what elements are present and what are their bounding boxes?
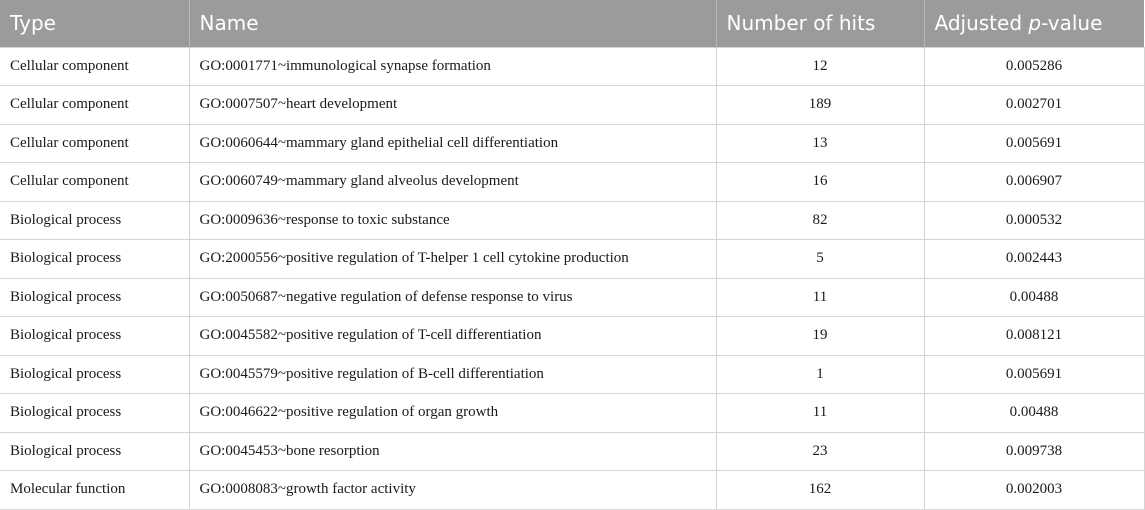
cell-type: Biological process [0,277,190,317]
cell-hits: 82 [715,200,925,240]
table-row: Biological process GO:0009636~response t… [0,200,1145,240]
cell-type: Biological process [0,239,190,279]
cell-pval: 0.00488 [923,277,1145,317]
cell-type: Biological process [0,316,190,356]
cell-pval: 0.002443 [923,239,1145,279]
cell-name: GO:0045579~positive regulation of B-cell… [188,354,717,394]
table-row: Biological process GO:0045579~positive r… [0,354,1145,394]
cell-name: GO:2000556~positive regulation of T-help… [188,239,717,279]
cell-hits: 5 [715,239,925,279]
cell-type: Molecular function [0,470,190,510]
cell-name: GO:0050687~negative regulation of defens… [188,277,717,317]
cell-hits: 19 [715,316,925,356]
table-row: Biological process GO:2000556~positive r… [0,239,1145,279]
header-pval-italic: p [1028,11,1042,36]
cell-hits: 23 [715,431,925,471]
cell-type: Cellular component [0,85,190,125]
cell-name: GO:0045582~positive regulation of T-cell… [188,316,717,356]
cell-hits: 1 [715,354,925,394]
cell-type: Biological process [0,200,190,240]
cell-type: Biological process [0,354,190,394]
table-row: Biological process GO:0050687~negative r… [0,277,1145,317]
cell-type: Biological process [0,431,190,471]
cell-pval: 0.000532 [923,200,1145,240]
cell-pval: 0.002003 [923,470,1145,510]
cell-pval: 0.00488 [923,393,1145,433]
table-row: Biological process GO:0045582~positive r… [0,316,1145,356]
table-row: Molecular function GO:0008083~growth fac… [0,470,1145,510]
header-name: Name [189,0,717,47]
cell-name: GO:0008083~growth factor activity [188,470,717,510]
header-hits: Number of hits [716,0,925,47]
cell-name: GO:0045453~bone resorption [188,431,717,471]
table-row: Cellular component GO:0007507~heart deve… [0,85,1145,125]
header-type: Type [0,0,190,47]
table-row: Biological process GO:0045453~bone resor… [0,431,1145,471]
table-header: Type Name Number of hits Adjusted p-valu… [0,0,1144,47]
table-row: Cellular component GO:0001771~immunologi… [0,46,1145,86]
cell-pval: 0.008121 [923,316,1145,356]
cell-type: Cellular component [0,162,190,202]
header-adjusted-p-value: Adjusted p-value [924,0,1144,47]
cell-hits: 13 [715,123,925,163]
cell-name: GO:0007507~heart development [188,85,717,125]
cell-hits: 11 [715,277,925,317]
cell-pval: 0.005691 [923,123,1145,163]
cell-pval: 0.005286 [923,46,1145,86]
header-pval-suffix: -value [1041,11,1103,36]
cell-pval: 0.006907 [923,162,1145,202]
cell-type: Biological process [0,393,190,433]
cell-hits: 16 [715,162,925,202]
cell-name: GO:0060749~mammary gland alveolus develo… [188,162,717,202]
cell-pval: 0.009738 [923,431,1145,471]
cell-name: GO:0001771~immunological synapse formati… [188,46,717,86]
cell-type: Cellular component [0,123,190,163]
cell-type: Cellular component [0,46,190,86]
cell-hits: 12 [715,46,925,86]
cell-hits: 11 [715,393,925,433]
cell-pval: 0.002701 [923,85,1145,125]
table-row: Cellular component GO:0060749~mammary gl… [0,162,1145,202]
cell-name: GO:0060644~mammary gland epithelial cell… [188,123,717,163]
header-pval-prefix: Adjusted [934,11,1029,36]
header-row: Type Name Number of hits Adjusted p-valu… [0,0,1144,47]
cell-pval: 0.005691 [923,354,1145,394]
cell-hits: 162 [715,470,925,510]
table-body: Cellular component GO:0001771~immunologi… [0,46,1145,510]
table-row: Biological process GO:0046622~positive r… [0,393,1145,433]
cell-hits: 189 [715,85,925,125]
cell-name: GO:0009636~response to toxic substance [188,200,717,240]
table-row: Cellular component GO:0060644~mammary gl… [0,123,1145,163]
cell-name: GO:0046622~positive regulation of organ … [188,393,717,433]
